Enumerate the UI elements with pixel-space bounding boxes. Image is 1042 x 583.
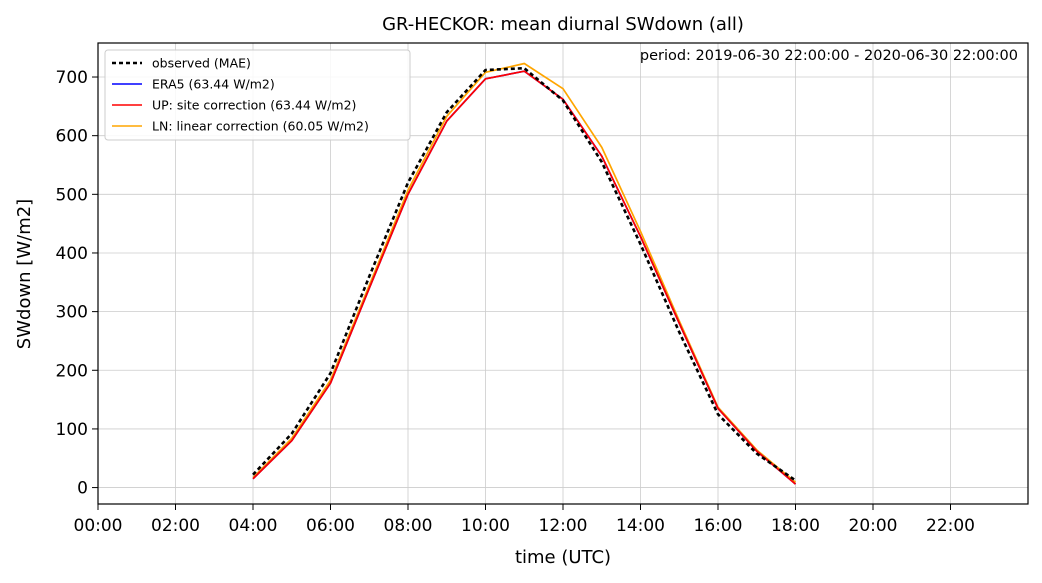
legend-label: UP: site correction (63.44 W/m2) [152,98,356,113]
y-tick-label: 100 [56,420,88,440]
x-tick-label: 06:00 [306,516,355,536]
x-tick-label: 00:00 [74,516,123,536]
series-line-2 [252,70,797,485]
x-tick-label: 14:00 [616,516,665,536]
x-tick-label: 12:00 [539,516,588,536]
legend-label: ERA5 (63.44 W/m2) [152,77,275,92]
y-tick-label: 200 [56,361,88,381]
x-tick-label: 20:00 [849,516,898,536]
y-axis-title: SWdown [W/m2] [14,199,35,349]
y-tick-label: 300 [56,303,88,323]
x-tick-label: 02:00 [151,516,200,536]
legend-label: observed (MAE) [152,56,251,71]
legend: observed (MAE) ERA5 (63.44 W/m2) UP: site … [104,49,411,141]
legend-box [104,49,411,141]
axis-ticks: 00:00 02:00 04:00 06:00 08:00 10:00 12:00 14:00… [56,68,975,536]
x-tick-label: 04:00 [229,516,278,536]
x-tick-label: 08:00 [384,516,433,536]
y-tick-label: 600 [56,127,88,147]
x-tick-label: 10:00 [461,516,510,536]
y-tick-label: 500 [56,185,88,205]
grid [97,43,1028,504]
legend-label: LN: linear correction (60.05 W/m2) [152,119,369,134]
chart-title: GR-HECKOR: mean diurnal SWdown (all) [382,14,744,35]
series-layer [252,62,797,485]
x-axis-title: time (UTC) [515,547,611,568]
y-tick-label: 700 [56,68,88,88]
x-tick-label: 22:00 [926,516,975,536]
x-tick-label: 16:00 [694,516,743,536]
x-tick-label: 18:00 [771,516,820,536]
y-tick-label: 0 [77,479,88,499]
period-annotation: period: 2019-06-30 22:00:00 - 2020-06-30… [640,48,1018,64]
y-tick-label: 400 [56,244,88,264]
series-line-0 [252,66,797,482]
